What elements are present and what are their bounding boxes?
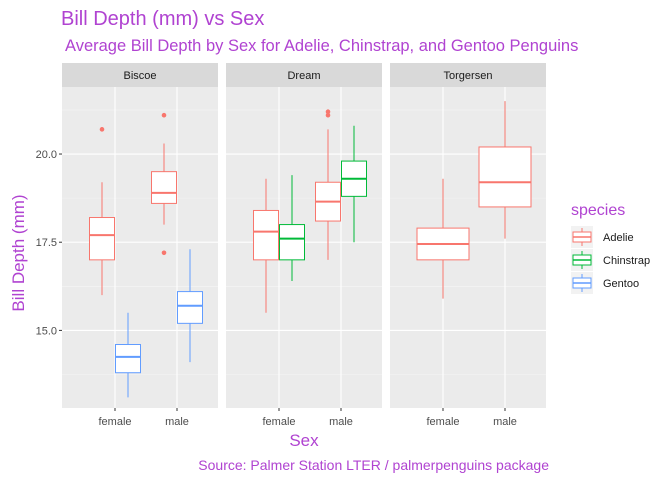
box-body — [279, 224, 305, 261]
y-tick-label: 15.0 — [36, 325, 57, 337]
legend-key-gentoo: Gentoo — [571, 272, 639, 294]
facet-strip — [226, 63, 382, 87]
legend-title: species — [571, 202, 625, 219]
x-axes: female male female male female male — [98, 408, 517, 428]
facet-torgersen: Torgersen — [390, 63, 546, 408]
box-male-chinstrap — [341, 125, 367, 243]
outlier-point — [325, 112, 331, 118]
legend: species Adelie Chinstrap Gentoo — [571, 202, 650, 294]
facet-strip-label: Biscoe — [123, 70, 156, 82]
legend-key-chinstrap: Chinstrap — [571, 249, 650, 271]
box-female-adelie — [89, 127, 115, 296]
outlier-point — [99, 127, 105, 132]
box-female-adelie — [416, 178, 470, 299]
facet-strip-label: Dream — [287, 70, 320, 82]
y-tick-label: 17.5 — [36, 237, 57, 249]
x-tick-label: male — [165, 416, 189, 428]
box-female-adelie — [253, 178, 279, 313]
box-body — [151, 171, 177, 204]
y-axis-title: Bill Depth (mm) — [9, 194, 28, 311]
legend-label: Chinstrap — [603, 255, 650, 267]
x-tick-label: female — [98, 416, 131, 428]
outlier-point — [325, 109, 331, 114]
box-body — [89, 217, 115, 261]
box-body — [177, 291, 203, 324]
chart-caption: Source: Palmer Station LTER / palmerpeng… — [198, 457, 549, 473]
y-axis: 15.0 17.5 20.0 — [36, 149, 62, 337]
box-male-adelie — [151, 112, 177, 256]
box-male-adelie — [315, 109, 341, 260]
box-male-adelie — [478, 101, 532, 239]
box-body — [253, 209, 279, 261]
x-tick-label: female — [426, 416, 459, 428]
facet-biscoe: Biscoe — [62, 63, 218, 408]
facet-dream: Dream — [226, 63, 382, 408]
chart-title: Bill Depth (mm) vs Sex — [61, 8, 264, 30]
facet-strip — [390, 63, 546, 87]
chart-subtitle: Average Bill Depth by Sex for Adelie, Ch… — [65, 37, 578, 55]
box-female-gentoo — [115, 312, 141, 398]
facet-strip — [62, 63, 218, 87]
legend-label: Gentoo — [603, 278, 639, 290]
legend-label: Adelie — [603, 232, 634, 244]
outlier-point — [161, 250, 167, 256]
box-body — [478, 146, 532, 208]
outlier-point — [161, 112, 167, 118]
x-axis-title: Sex — [289, 431, 319, 450]
x-tick-label: female — [262, 416, 295, 428]
box-body — [115, 344, 141, 374]
x-tick-label: male — [329, 416, 353, 428]
box-female-chinstrap — [279, 175, 305, 282]
facet-strip-label: Torgersen — [444, 70, 493, 82]
x-tick-label: male — [493, 416, 517, 428]
box-male-gentoo — [177, 249, 203, 363]
y-tick-label: 20.0 — [36, 149, 57, 161]
facet-panels: Biscoe Dream Torgersen — [62, 63, 546, 408]
legend-key-adelie: Adelie — [571, 226, 634, 248]
